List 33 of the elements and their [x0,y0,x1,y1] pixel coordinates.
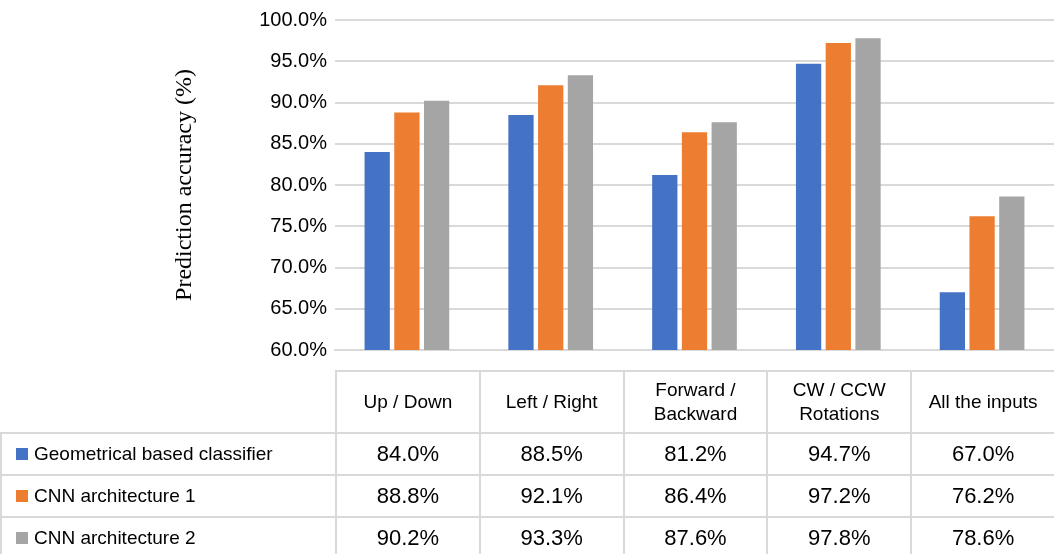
data-label: 81.2% [623,433,768,475]
data-label: 94.7% [767,433,912,475]
y-tick-label: 90.0% [270,90,328,113]
x-tick-label: Left / Right [479,371,624,433]
y-tick-label: 65.0% [270,296,328,319]
data-label: 76.2% [911,475,1054,517]
legend-label: Geometrical based classifier [34,443,273,464]
data-label: 67.0% [911,433,1054,475]
data-label: 86.4% [623,475,768,517]
y-tick-label: 100.0% [259,7,328,30]
data-label: 88.5% [479,433,624,475]
y-tick-label: 85.0% [270,131,328,154]
data-label: 87.6% [623,517,768,554]
data-label: 93.3% [479,517,624,554]
data-label: 90.2% [336,517,480,554]
x-tick-label: CW / CCW Rotations [767,371,912,433]
y-tick-label: 60.0% [270,337,328,360]
data-label: 97.8% [767,517,912,554]
y-tick-label: 75.0% [270,213,328,236]
data-label: 88.8% [336,475,480,517]
data-label: 92.1% [479,475,624,517]
x-tick-label: Up / Down [336,371,480,433]
y-axis-title: Prediction accuracy (%) [169,69,196,301]
x-tick-label: All the inputs [911,371,1054,433]
x-tick-label: Forward / Backward [623,371,768,433]
y-tick-label: 70.0% [270,255,328,278]
data-label: 78.6% [911,517,1054,554]
y-tick-label: 95.0% [270,48,328,71]
data-label: 84.0% [336,433,480,475]
data-label: 97.2% [767,475,912,517]
y-tick-label: 80.0% [270,172,328,195]
legend-label: CNN architecture 2 [34,527,196,548]
legend-label: CNN architecture 1 [34,485,196,506]
